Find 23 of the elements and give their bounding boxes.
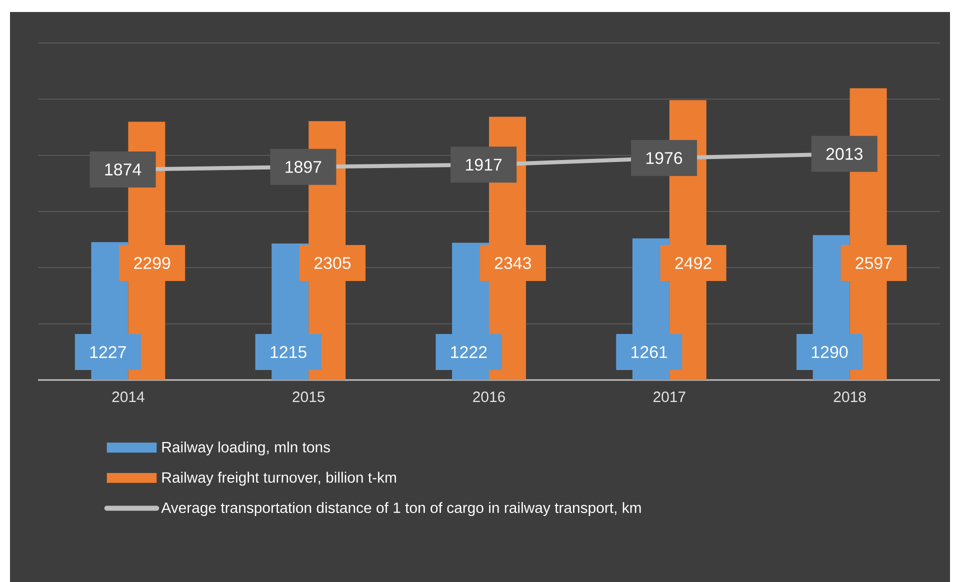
data-label: 1215 bbox=[270, 346, 306, 358]
data-label: 2013 bbox=[826, 148, 862, 160]
x-tick-label: 2017 bbox=[654, 392, 686, 402]
legend-label: Railway freight turnover, billion t-km bbox=[162, 472, 396, 486]
data-label: 1227 bbox=[90, 346, 126, 358]
data-label: 2492 bbox=[675, 257, 712, 270]
data-label: 1976 bbox=[646, 152, 682, 164]
x-tick-label: 2015 bbox=[292, 392, 325, 402]
x-tick-label: 2016 bbox=[473, 392, 505, 402]
legend-label: Average transportation distance of 1 ton of cargo in railway transport, km bbox=[161, 502, 641, 516]
data-label: 1222 bbox=[451, 346, 487, 358]
x-tick-label: 2014 bbox=[112, 392, 144, 402]
data-label: 1261 bbox=[632, 346, 668, 358]
data-label: 1874 bbox=[105, 163, 142, 176]
data-label: 1290 bbox=[812, 346, 848, 358]
data-label: 1917 bbox=[466, 158, 502, 171]
x-tick-label: 2018 bbox=[834, 392, 866, 402]
data-label: 2597 bbox=[856, 257, 892, 270]
data-label: 2299 bbox=[134, 257, 170, 270]
data-label: 2305 bbox=[314, 257, 351, 270]
legend-label: Railway loading, mln tons bbox=[162, 441, 330, 456]
data-label: 2343 bbox=[494, 257, 531, 270]
data-label: 1897 bbox=[286, 160, 322, 173]
